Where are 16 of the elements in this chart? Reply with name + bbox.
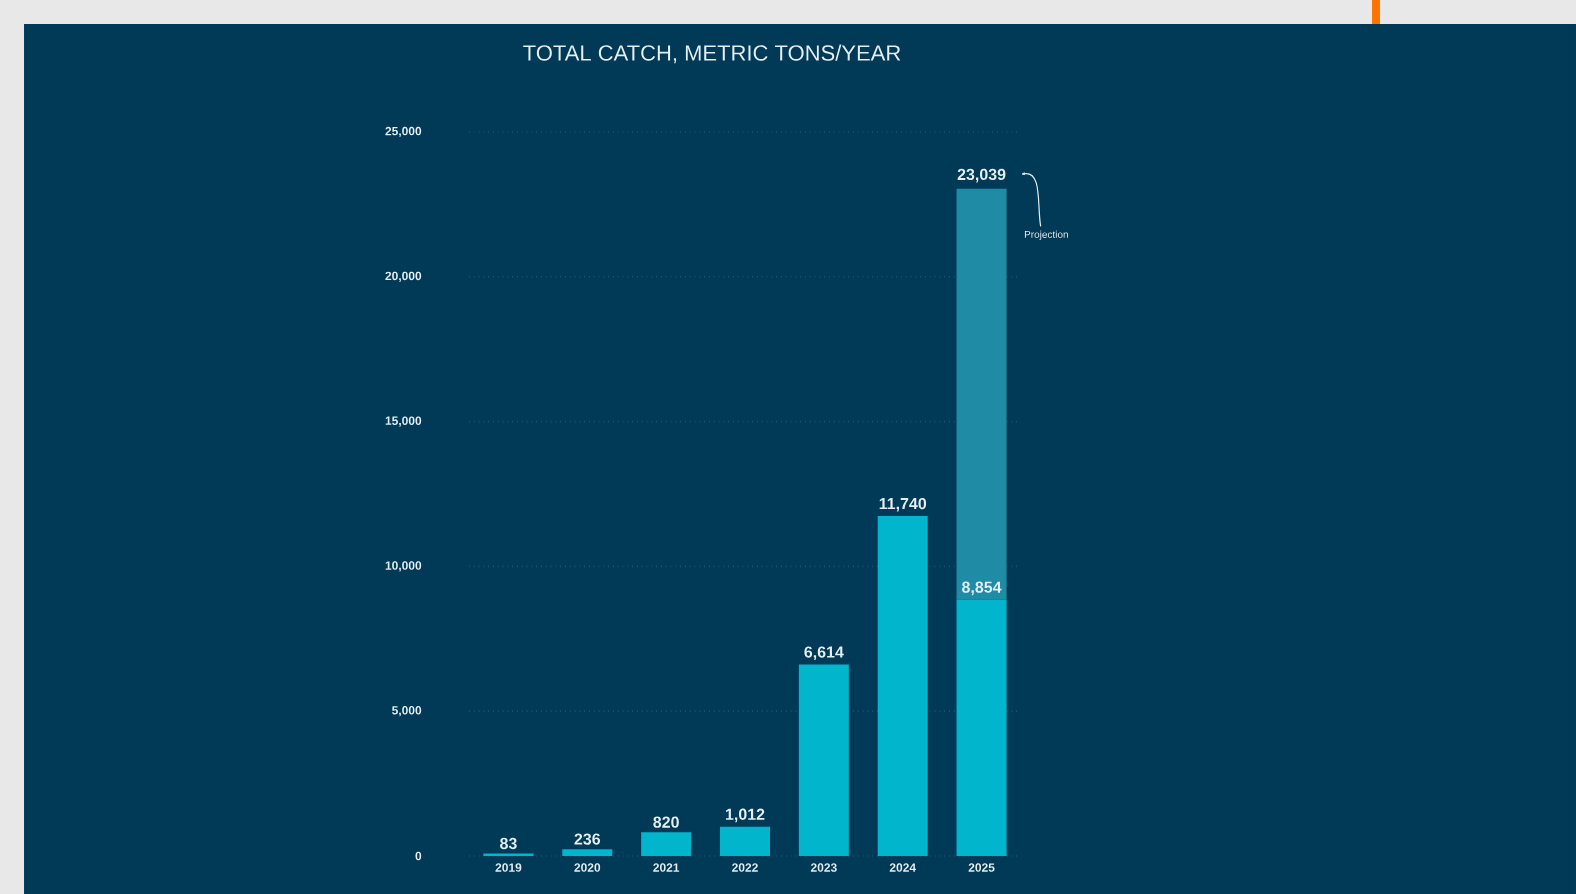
bar — [562, 849, 613, 856]
total-label: 23,039 — [957, 168, 1006, 183]
data-label: 1,012 — [725, 808, 765, 823]
data-label: 6,614 — [804, 646, 844, 661]
data-label: 11,740 — [879, 497, 927, 512]
bar — [956, 599, 1007, 856]
bar — [641, 832, 692, 856]
bar — [877, 515, 928, 856]
bar — [956, 188, 1007, 600]
bar — [719, 826, 770, 856]
data-label: 236 — [574, 833, 601, 845]
data-label: 83 — [500, 837, 517, 850]
data-label: 8,854 — [962, 581, 1002, 596]
bar — [798, 664, 849, 856]
chart-title: TOTAL CATCH, METRIC TONS/YEAR — [523, 44, 901, 64]
data-label: 820 — [653, 816, 679, 828]
